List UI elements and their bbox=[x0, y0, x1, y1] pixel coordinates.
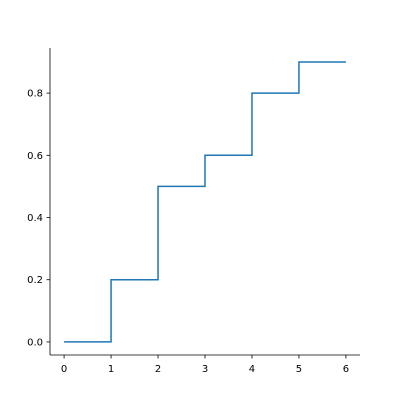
x-tick-label: 2 bbox=[155, 364, 161, 375]
x-tick-label: 4 bbox=[249, 364, 255, 375]
x-tick-label: 3 bbox=[202, 364, 208, 375]
x-tick-label: 5 bbox=[296, 364, 302, 375]
y-tick-label: 0.2 bbox=[27, 275, 43, 286]
x-tick-label: 6 bbox=[343, 364, 349, 375]
y-tick-label: 0.6 bbox=[27, 151, 43, 162]
y-tick-label: 0.8 bbox=[27, 89, 43, 100]
y-tick-label: 0.0 bbox=[27, 337, 43, 348]
x-tick-label: 1 bbox=[108, 364, 114, 375]
x-tick-label: 0 bbox=[61, 364, 67, 375]
step-line bbox=[64, 61, 346, 343]
y-tick-label: 0.4 bbox=[27, 213, 43, 224]
